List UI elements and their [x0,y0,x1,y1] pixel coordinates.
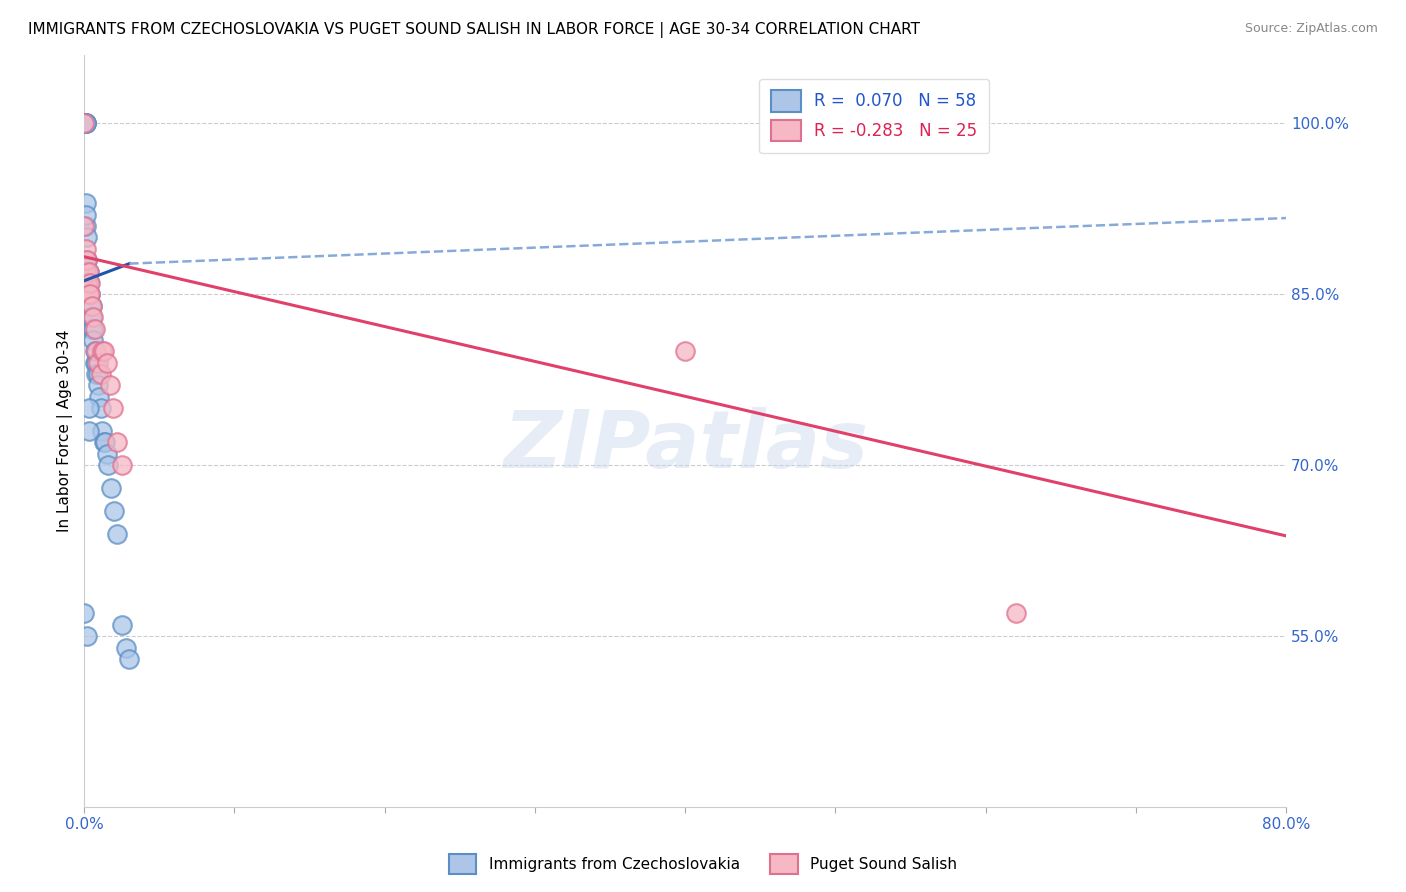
Point [96,447,118,461]
Point [87,356,110,370]
Point [77,276,100,290]
Point [90,367,112,381]
Point [84,356,107,370]
Point [76,253,98,268]
Point [82,321,104,335]
Point [73,116,96,130]
Point [73,607,96,621]
Point [76,264,98,278]
Point [96,356,118,370]
Point [91,344,114,359]
Point [84,367,107,381]
Point [1004,607,1026,621]
Point [87,367,110,381]
Point [76,253,98,268]
Point [80,299,103,313]
Point [73,116,96,130]
Legend: Immigrants from Czechoslovakia, Puget Sound Salish: Immigrants from Czechoslovakia, Puget So… [443,848,963,880]
Point [79,276,101,290]
Point [73,116,96,130]
Point [73,219,96,233]
Point [75,196,97,211]
Point [73,116,96,130]
Point [115,640,138,655]
Point [75,208,97,222]
Point [73,116,96,130]
Point [73,116,96,130]
Point [94,435,117,450]
Point [87,378,110,392]
Point [75,116,97,130]
Point [77,424,100,438]
Point [100,481,122,495]
Point [93,435,115,450]
Point [80,299,103,313]
Point [89,390,111,404]
Point [77,276,100,290]
Point [93,344,115,359]
Point [75,242,97,256]
Point [73,116,96,130]
Point [77,401,100,416]
Point [76,287,98,301]
Y-axis label: In Labor Force | Age 30-34: In Labor Force | Age 30-34 [58,330,73,533]
Point [82,310,104,325]
Text: Source: ZipAtlas.com: Source: ZipAtlas.com [1244,22,1378,36]
Point [77,287,100,301]
Point [77,287,100,301]
Point [118,652,141,666]
Point [83,344,105,359]
Point [80,321,103,335]
Point [111,458,134,473]
Point [75,264,97,278]
Point [76,230,98,244]
Point [79,299,101,313]
Point [73,116,96,130]
Point [79,287,101,301]
Point [77,264,100,278]
Text: ZIPatlas: ZIPatlas [502,407,868,485]
Point [111,617,134,632]
Point [76,276,98,290]
Point [101,401,124,416]
Legend: R =  0.070   N = 58, R = -0.283   N = 25: R = 0.070 N = 58, R = -0.283 N = 25 [759,78,990,153]
Point [83,321,105,335]
Point [76,629,98,643]
Point [82,333,104,347]
Point [98,378,121,392]
Point [76,276,98,290]
Point [91,424,114,438]
Point [79,287,101,301]
Point [103,504,125,518]
Text: IMMIGRANTS FROM CZECHOSLOVAKIA VS PUGET SOUND SALISH IN LABOR FORCE | AGE 30-34 : IMMIGRANTS FROM CZECHOSLOVAKIA VS PUGET … [28,22,920,38]
Point [76,264,98,278]
Point [77,264,100,278]
Point [79,310,101,325]
Point [75,264,97,278]
Point [75,116,97,130]
Point [673,344,696,359]
Point [83,356,105,370]
Point [84,344,107,359]
Point [75,253,97,268]
Point [75,116,97,130]
Point [105,435,128,450]
Point [80,310,103,325]
Point [105,526,128,541]
Point [77,287,100,301]
Point [97,458,120,473]
Point [73,116,96,130]
Point [75,219,97,233]
Point [90,401,112,416]
